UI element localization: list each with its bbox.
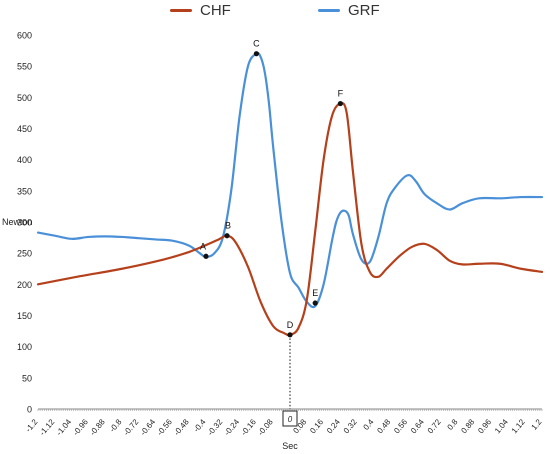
- y-axis-title: Newton: [2, 217, 33, 227]
- chart-legend: CHF GRF: [0, 2, 550, 22]
- x-tick-label: -0.16: [239, 417, 258, 437]
- x-tick-label: 0.8: [445, 417, 459, 432]
- y-tick-label: 400: [17, 155, 32, 165]
- x-tick-label: 1.04: [493, 417, 510, 435]
- x-tick-label: 1.12: [510, 417, 527, 435]
- x-tick-label: -0.88: [88, 417, 107, 437]
- annotation-point-c: [253, 51, 259, 57]
- x-tick-label: -0.32: [206, 417, 225, 437]
- y-tick-label: 550: [17, 62, 32, 72]
- y-tick-label: 50: [22, 373, 32, 383]
- y-tick-label: 600: [17, 31, 32, 41]
- x-tick-label: -0.24: [223, 417, 242, 437]
- y-tick-label: 200: [17, 280, 32, 290]
- y-tick-label: 100: [17, 342, 32, 352]
- x-tick-label: 0.64: [409, 417, 426, 435]
- legend-item-grf: GRF: [318, 2, 380, 19]
- y-tick-label: 350: [17, 186, 32, 196]
- zero-marker-box: [282, 410, 298, 427]
- y-tick-label: 150: [17, 311, 32, 321]
- legend-label-grf: GRF: [348, 2, 380, 19]
- y-tick-label: 300: [17, 218, 32, 228]
- x-tick-label: 1.2: [529, 417, 543, 432]
- x-tick-label: -0.96: [71, 417, 90, 437]
- annotation-point-a: [203, 253, 209, 259]
- annotation-label-e: E: [312, 288, 318, 298]
- x-axis-title: Sec: [282, 441, 298, 451]
- annotation-label-f: F: [338, 89, 344, 99]
- legend-item-chf: CHF: [170, 2, 231, 19]
- x-tick-label: 0.16: [308, 417, 325, 435]
- x-tick-label: -0.48: [172, 417, 191, 437]
- annotation-point-f: [337, 100, 343, 107]
- annotation-point-b: [224, 233, 230, 239]
- annotation-point-d: [287, 332, 293, 338]
- y-tick-label: 0: [27, 405, 32, 415]
- x-tick-label: -1.12: [38, 417, 57, 437]
- y-tick-label: 500: [17, 93, 32, 103]
- legend-label-chf: CHF: [200, 2, 231, 19]
- x-tick-label: 0.48: [375, 417, 392, 435]
- y-tick-label: 250: [17, 249, 32, 259]
- x-tick-label: -0.64: [139, 417, 158, 437]
- annotation-label-a: A: [200, 241, 206, 251]
- legend-swatch-grf: [318, 9, 340, 12]
- x-tick-label: 0.4: [361, 417, 375, 432]
- annotation-point-e: [312, 300, 318, 306]
- annotation-label-c: C: [253, 39, 260, 49]
- x-tick-label: 0.72: [426, 417, 443, 435]
- x-tick-label: -0.08: [256, 417, 275, 437]
- x-tick-label: 0.56: [392, 417, 409, 435]
- y-tick-label: 450: [17, 124, 32, 134]
- series-line-grf: [36, 52, 544, 309]
- x-tick-label: -0.56: [155, 417, 174, 437]
- annotation-label-b: B: [225, 221, 231, 231]
- zero-marker-label: 0: [288, 415, 293, 424]
- x-tick-label: -1.04: [55, 417, 74, 437]
- x-tick-label: 0.96: [476, 417, 493, 435]
- x-tick-label: 0.24: [325, 417, 342, 435]
- x-tick-label: -0.72: [122, 417, 141, 437]
- x-tick-label: 0.32: [342, 417, 359, 435]
- legend-swatch-chf: [170, 9, 192, 12]
- annotation-label-d: D: [287, 320, 294, 330]
- series-line-chf: [36, 102, 544, 337]
- x-tick-label: 0.88: [459, 417, 476, 435]
